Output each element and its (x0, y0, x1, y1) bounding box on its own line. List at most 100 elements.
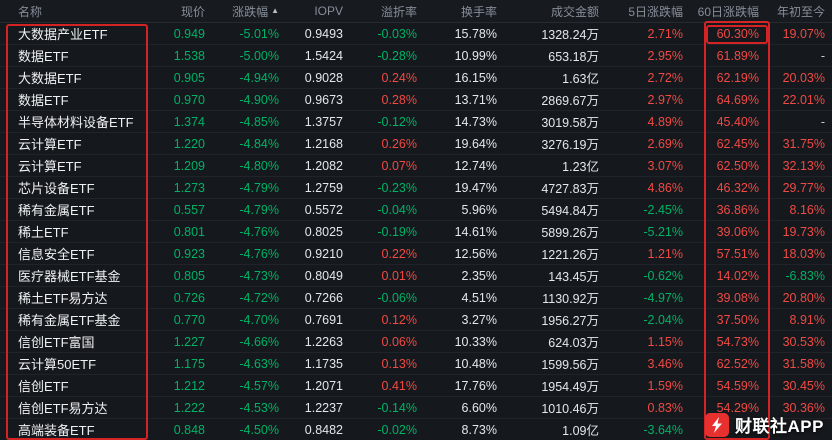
cell-change: -4.72% (239, 290, 279, 305)
column-header-label: IOPV (314, 4, 343, 18)
cell-d5: 3.07% (647, 158, 683, 173)
cell-d5: 2.95% (647, 48, 683, 63)
table-row[interactable]: 稀土ETF易方达 0.726 -4.72% 0.7266 -0.06% 4.51% 1130… (0, 287, 832, 309)
cell-amount: 5899.26万 (541, 226, 599, 240)
cell-iopv: 1.2237 (304, 400, 343, 415)
cell-price: 0.905 (173, 70, 205, 85)
cell-price: 0.848 (173, 422, 205, 437)
cell-d5: -0.62% (643, 268, 683, 283)
table-row[interactable]: 云计算50ETF 1.175 -4.63% 1.1735 0.13% 10.48% 1599… (0, 353, 832, 375)
table-row[interactable]: 信创ETF易方达 1.222 -4.53% 1.2237 -0.14% 6.60% 1010… (0, 397, 832, 419)
column-header-ytd[interactable]: 年初至今 (766, 0, 832, 22)
column-header-turnover[interactable]: 换手率 (424, 0, 504, 22)
watermark: 财联社APP (705, 412, 824, 437)
cell-turnover: 14.61% (454, 224, 497, 239)
table-row[interactable]: 云计算ETF 1.209 -4.80% 1.2082 0.07% 12.74% 1.23亿 3… (0, 155, 832, 177)
cell-turnover: 8.73% (461, 422, 497, 437)
cell-turnover: 14.73% (454, 114, 497, 129)
cell-name: 云计算ETF (18, 159, 82, 174)
table-row[interactable]: 云计算ETF 1.220 -4.84% 1.2168 0.26% 19.64% 3276.1… (0, 133, 832, 155)
column-header-d60[interactable]: 60日涨跌幅 (690, 0, 766, 22)
column-header-change[interactable]: 涨跌幅 ▲ (212, 0, 286, 22)
column-header-price[interactable]: 现价 (150, 0, 212, 22)
cell-turnover: 5.96% (461, 202, 497, 217)
column-header-amount[interactable]: 成交金额 (504, 0, 606, 22)
cell-name: 数据ETF (18, 93, 69, 108)
table-row[interactable]: 稀有金属ETF基金 0.770 -4.70% 0.7691 0.12% 3.27% 1956… (0, 309, 832, 331)
cell-ytd: 32.13% (782, 158, 825, 173)
cell-amount: 1.23亿 (562, 160, 599, 174)
table-row[interactable]: 稀有金属ETF 0.557 -4.79% 0.5572 -0.04% 5.96% 5494.… (0, 199, 832, 221)
cell-d60: 62.52% (716, 356, 759, 371)
cell-turnover: 6.60% (461, 400, 497, 415)
cell-name: 云计算50ETF (18, 357, 97, 372)
cell-iopv: 0.9210 (304, 246, 343, 261)
cell-d60: 46.32% (716, 180, 759, 195)
table-row[interactable]: 高端装备ETF 0.848 -4.50% 0.8482 -0.02% 8.73% 1.09亿… (0, 419, 832, 440)
column-header-label: 成交金额 (550, 4, 599, 19)
cell-name: 稀有金属ETF (18, 203, 95, 218)
cell-premium: -0.04% (377, 202, 417, 217)
cell-name: 稀土ETF易方达 (18, 291, 108, 306)
cell-change: -4.84% (239, 136, 279, 151)
cell-premium: 0.13% (381, 356, 417, 371)
cell-ytd: 22.01% (782, 92, 825, 107)
cell-amount: 653.18万 (548, 50, 599, 64)
cell-price: 1.227 (173, 334, 205, 349)
cell-amount: 1954.49万 (541, 380, 599, 394)
cell-name: 半导体材料设备ETF (18, 115, 134, 130)
cell-d60: 54.59% (716, 378, 759, 393)
column-header-d5[interactable]: 5日涨跌幅 (606, 0, 690, 22)
cell-d60: 60.30% (716, 26, 759, 41)
cell-d5: -2.04% (643, 312, 683, 327)
cell-turnover: 4.51% (461, 290, 497, 305)
table-row[interactable]: 数据ETF 0.970 -4.90% 0.9673 0.28% 13.71% 2869.67… (0, 89, 832, 111)
cell-premium: 0.28% (381, 92, 417, 107)
table-row[interactable]: 数据ETF 1.538 -5.00% 1.5424 -0.28% 10.99% 653.18… (0, 45, 832, 67)
table-row[interactable]: 大数据产业ETF 0.949 -5.01% 0.9493 -0.03% 15.78% 132… (0, 23, 832, 45)
watermark-app-name: 财联社APP (735, 417, 824, 436)
cell-premium: 0.06% (381, 334, 417, 349)
cell-amount: 1130.92万 (542, 292, 599, 306)
table-row[interactable]: 稀土ETF 0.801 -4.76% 0.8025 -0.19% 14.61% 5899.2… (0, 221, 832, 243)
cell-turnover: 15.78% (454, 26, 497, 41)
column-header-label: 现价 (180, 4, 205, 19)
cell-iopv: 1.2071 (304, 378, 343, 393)
cell-d60: 61.89% (716, 48, 759, 63)
cell-iopv: 1.1735 (304, 356, 343, 371)
cell-d60: 37.50% (716, 312, 759, 327)
cell-amount: 1010.46万 (541, 402, 599, 416)
cell-d5: 1.15% (647, 334, 683, 349)
cell-d60: 45.40% (716, 114, 759, 129)
table-row[interactable]: 信创ETF 1.212 -4.57% 1.2071 0.41% 17.76% 1954.49… (0, 375, 832, 397)
cell-turnover: 16.15% (454, 70, 497, 85)
table-row[interactable]: 大数据ETF 0.905 -4.94% 0.9028 0.24% 16.15% 1.63亿 2… (0, 67, 832, 89)
table-row[interactable]: 半导体材料设备ETF 1.374 -4.85% 1.3757 -0.12% 14.73% 3… (0, 111, 832, 133)
column-header-iopv[interactable]: IOPV (286, 0, 350, 22)
table-row[interactable]: 芯片设备ETF 1.273 -4.79% 1.2759 -0.23% 19.47% 4727… (0, 177, 832, 199)
table-row[interactable]: 医疗器械ETF基金 0.805 -4.73% 0.8049 0.01% 2.35% 143.… (0, 265, 832, 287)
column-header-premium[interactable]: 溢折率 (350, 0, 424, 22)
cell-ytd: 18.03% (782, 246, 825, 261)
cell-premium: -0.12% (377, 114, 417, 129)
cell-ytd: 19.73% (782, 224, 825, 239)
column-header-name[interactable]: 名称 (0, 0, 150, 22)
cell-turnover: 17.76% (454, 378, 497, 393)
cell-iopv: 1.5424 (304, 48, 343, 63)
cell-iopv: 0.8482 (304, 422, 343, 437)
cell-ytd: 19.07% (782, 26, 825, 41)
cell-premium: -0.28% (377, 48, 417, 63)
cell-price: 0.923 (173, 246, 205, 261)
cell-turnover: 19.64% (454, 136, 497, 151)
cell-name: 稀有金属ETF基金 (18, 313, 121, 328)
column-header-label: 溢折率 (380, 4, 417, 19)
cell-turnover: 2.35% (461, 268, 497, 283)
table-row[interactable]: 信息安全ETF 0.923 -4.76% 0.9210 0.22% 12.56% 1221.… (0, 243, 832, 265)
cell-premium: -0.19% (377, 224, 417, 239)
cell-d60: 62.45% (716, 136, 759, 151)
cell-price: 0.801 (173, 224, 205, 239)
cell-premium: -0.23% (377, 180, 417, 195)
cell-price: 0.726 (173, 290, 205, 305)
table-row[interactable]: 信创ETF富国 1.227 -4.66% 1.2263 0.06% 10.33% 624.0… (0, 331, 832, 353)
cell-iopv: 1.2168 (304, 136, 343, 151)
